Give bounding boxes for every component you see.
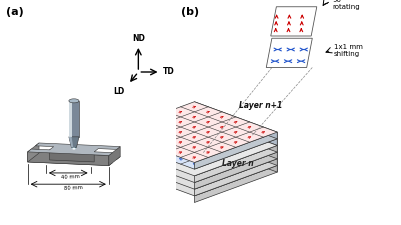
Text: ND: ND (132, 34, 145, 43)
Polygon shape (69, 137, 73, 147)
Polygon shape (194, 128, 277, 165)
Polygon shape (28, 153, 120, 166)
Polygon shape (28, 143, 120, 155)
Polygon shape (50, 150, 94, 162)
Polygon shape (111, 115, 277, 176)
Text: 1x1 mm
shifting: 1x1 mm shifting (334, 44, 363, 57)
Polygon shape (194, 152, 277, 189)
Text: (a): (a) (6, 7, 23, 17)
Text: TD: TD (163, 68, 175, 76)
Polygon shape (194, 108, 277, 145)
Text: Layer n: Layer n (222, 160, 254, 169)
Polygon shape (69, 101, 72, 137)
Text: 90°
rotating: 90° rotating (332, 0, 360, 10)
Polygon shape (111, 135, 277, 196)
Polygon shape (194, 145, 277, 182)
Polygon shape (111, 122, 277, 182)
Polygon shape (194, 122, 277, 159)
Polygon shape (28, 143, 39, 162)
Polygon shape (194, 102, 277, 139)
Polygon shape (109, 146, 120, 166)
Polygon shape (194, 132, 277, 169)
Polygon shape (111, 108, 277, 169)
Ellipse shape (69, 99, 79, 103)
Polygon shape (111, 128, 277, 189)
Text: 40 mm: 40 mm (61, 174, 80, 180)
Polygon shape (194, 165, 277, 202)
Polygon shape (271, 7, 317, 36)
Polygon shape (194, 159, 277, 196)
Text: Layer n+1: Layer n+1 (239, 101, 282, 110)
Polygon shape (111, 102, 277, 162)
Polygon shape (194, 139, 277, 176)
Polygon shape (28, 152, 109, 166)
Text: 80 mm: 80 mm (64, 185, 83, 191)
Ellipse shape (72, 148, 76, 150)
Text: (b): (b) (181, 7, 199, 17)
Polygon shape (71, 147, 77, 149)
Polygon shape (69, 101, 79, 137)
Polygon shape (194, 115, 277, 152)
Polygon shape (266, 38, 312, 68)
Polygon shape (194, 135, 277, 172)
Text: LD: LD (113, 88, 125, 97)
Polygon shape (69, 137, 79, 147)
Polygon shape (73, 147, 75, 149)
